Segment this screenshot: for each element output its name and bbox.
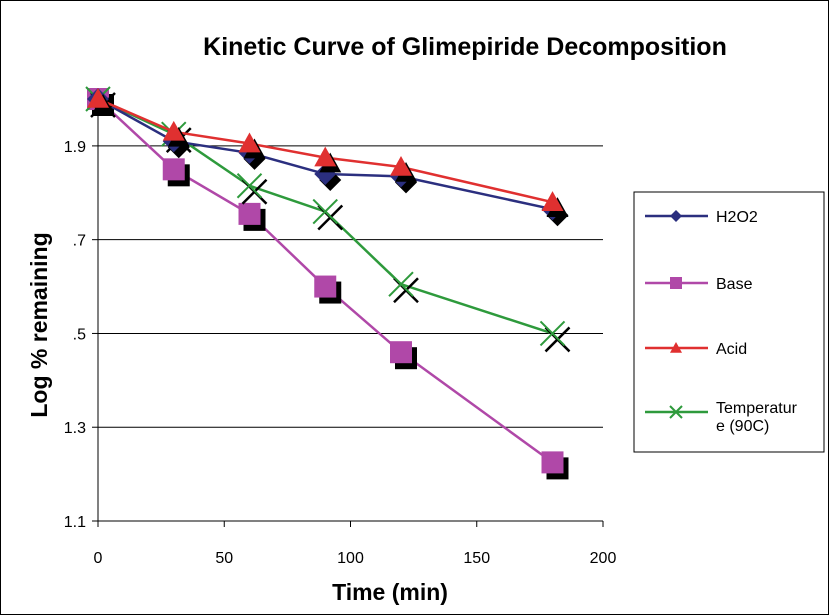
y-tick-label: 1.9	[64, 139, 86, 156]
data-point	[390, 155, 412, 176]
legend: H2O2 Base Acid Temperatur e (90C)	[633, 191, 825, 453]
chart-title: Kinetic Curve of Glimepiride Decompositi…	[203, 33, 727, 61]
data-point	[236, 173, 263, 199]
data-point	[388, 271, 414, 297]
x-tick-label: 150	[463, 550, 490, 567]
x-tick-label: 50	[215, 550, 233, 567]
gridlines	[98, 145, 603, 428]
legend-box	[633, 191, 825, 453]
series-line	[97, 97, 553, 204]
series-triangle	[87, 88, 569, 217]
legend-item: H2O2	[645, 209, 758, 226]
axes	[92, 89, 604, 527]
data-point	[238, 132, 261, 153]
series-layer	[85, 86, 571, 480]
data-point	[670, 342, 682, 353]
x-tick-label: 200	[590, 550, 617, 567]
x-tick-label: 100	[337, 550, 364, 567]
series-x	[85, 86, 571, 353]
x-axis-title: Time (min)	[332, 579, 448, 605]
y-tick-label: .5	[73, 326, 86, 343]
data-point	[390, 341, 412, 364]
data-point	[539, 320, 566, 347]
legend-item: Acid	[645, 341, 747, 358]
series-line	[97, 97, 553, 335]
legend-label: H2O2	[716, 209, 758, 226]
series-square	[87, 88, 569, 480]
series-line	[97, 97, 553, 211]
y-tick-label: 1.1	[64, 514, 86, 531]
data-point	[162, 158, 185, 181]
data-point	[87, 88, 109, 108]
data-point	[669, 405, 683, 419]
legend-label: Acid	[716, 341, 747, 358]
series-line	[97, 98, 554, 464]
y-axis-title: Log % remaining	[26, 232, 52, 417]
data-point	[162, 120, 185, 141]
data-point	[541, 191, 564, 211]
y-tick-label: 1.3	[64, 420, 86, 437]
legend-label: Temperatur e (90C)	[716, 400, 798, 435]
x-tick-label: 0	[94, 550, 103, 567]
data-point	[314, 146, 337, 167]
legend-item: Temperatur e (90C)	[645, 400, 798, 435]
x-tick-labels: 0 50 100 150 200	[94, 550, 617, 567]
legend-label: Base	[716, 276, 753, 293]
legend-item: Base	[645, 276, 753, 293]
data-point	[314, 275, 337, 298]
data-point	[541, 451, 564, 474]
data-point	[238, 202, 261, 225]
y-tick-label: .7	[73, 233, 86, 250]
y-tick-labels: 1.1 1.3 .5 .7 1.9	[64, 139, 86, 531]
data-point	[670, 277, 682, 289]
data-point	[312, 198, 338, 225]
data-point	[670, 210, 682, 222]
